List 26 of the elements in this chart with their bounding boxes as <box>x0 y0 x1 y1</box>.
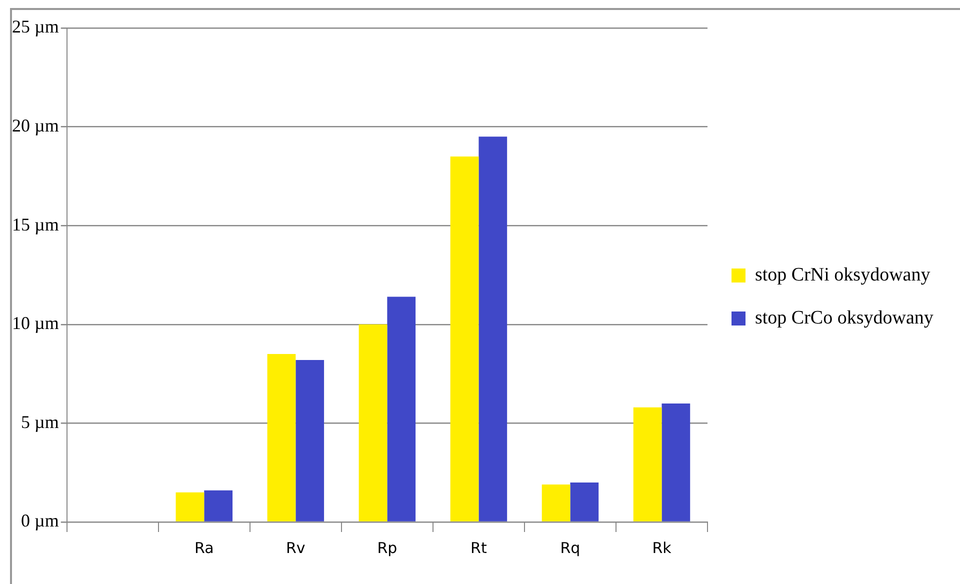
bar <box>478 136 508 522</box>
bar <box>296 360 324 522</box>
y-tick-label: 15 µm <box>12 214 59 234</box>
bar <box>267 354 296 522</box>
x-tick-label: Rq <box>560 538 580 557</box>
x-tick-label: Rk <box>652 538 672 557</box>
x-tick-label: Ra <box>194 538 214 557</box>
bar <box>358 324 388 522</box>
bar <box>387 296 416 522</box>
x-tick-label: Rt <box>470 538 487 557</box>
bar <box>570 482 599 522</box>
y-tick-label: 25 µm <box>12 16 59 37</box>
y-tick-label: 20 µm <box>12 116 59 136</box>
bar <box>204 490 233 522</box>
bar <box>542 484 570 522</box>
legend-label: stop CrCo oksydowany <box>755 307 934 328</box>
y-tick-label: 5 µm <box>20 412 59 432</box>
bar <box>176 492 204 522</box>
bar <box>662 403 690 522</box>
y-tick-label: 10 µm <box>12 313 59 334</box>
legend-label: stop CrNi oksydowany <box>755 264 931 286</box>
bar <box>633 407 662 522</box>
bar <box>450 156 479 522</box>
x-tick-label: Rv <box>286 538 306 557</box>
x-tick-label: Rp <box>377 538 398 557</box>
y-tick-label: 0 µm <box>20 510 59 531</box>
